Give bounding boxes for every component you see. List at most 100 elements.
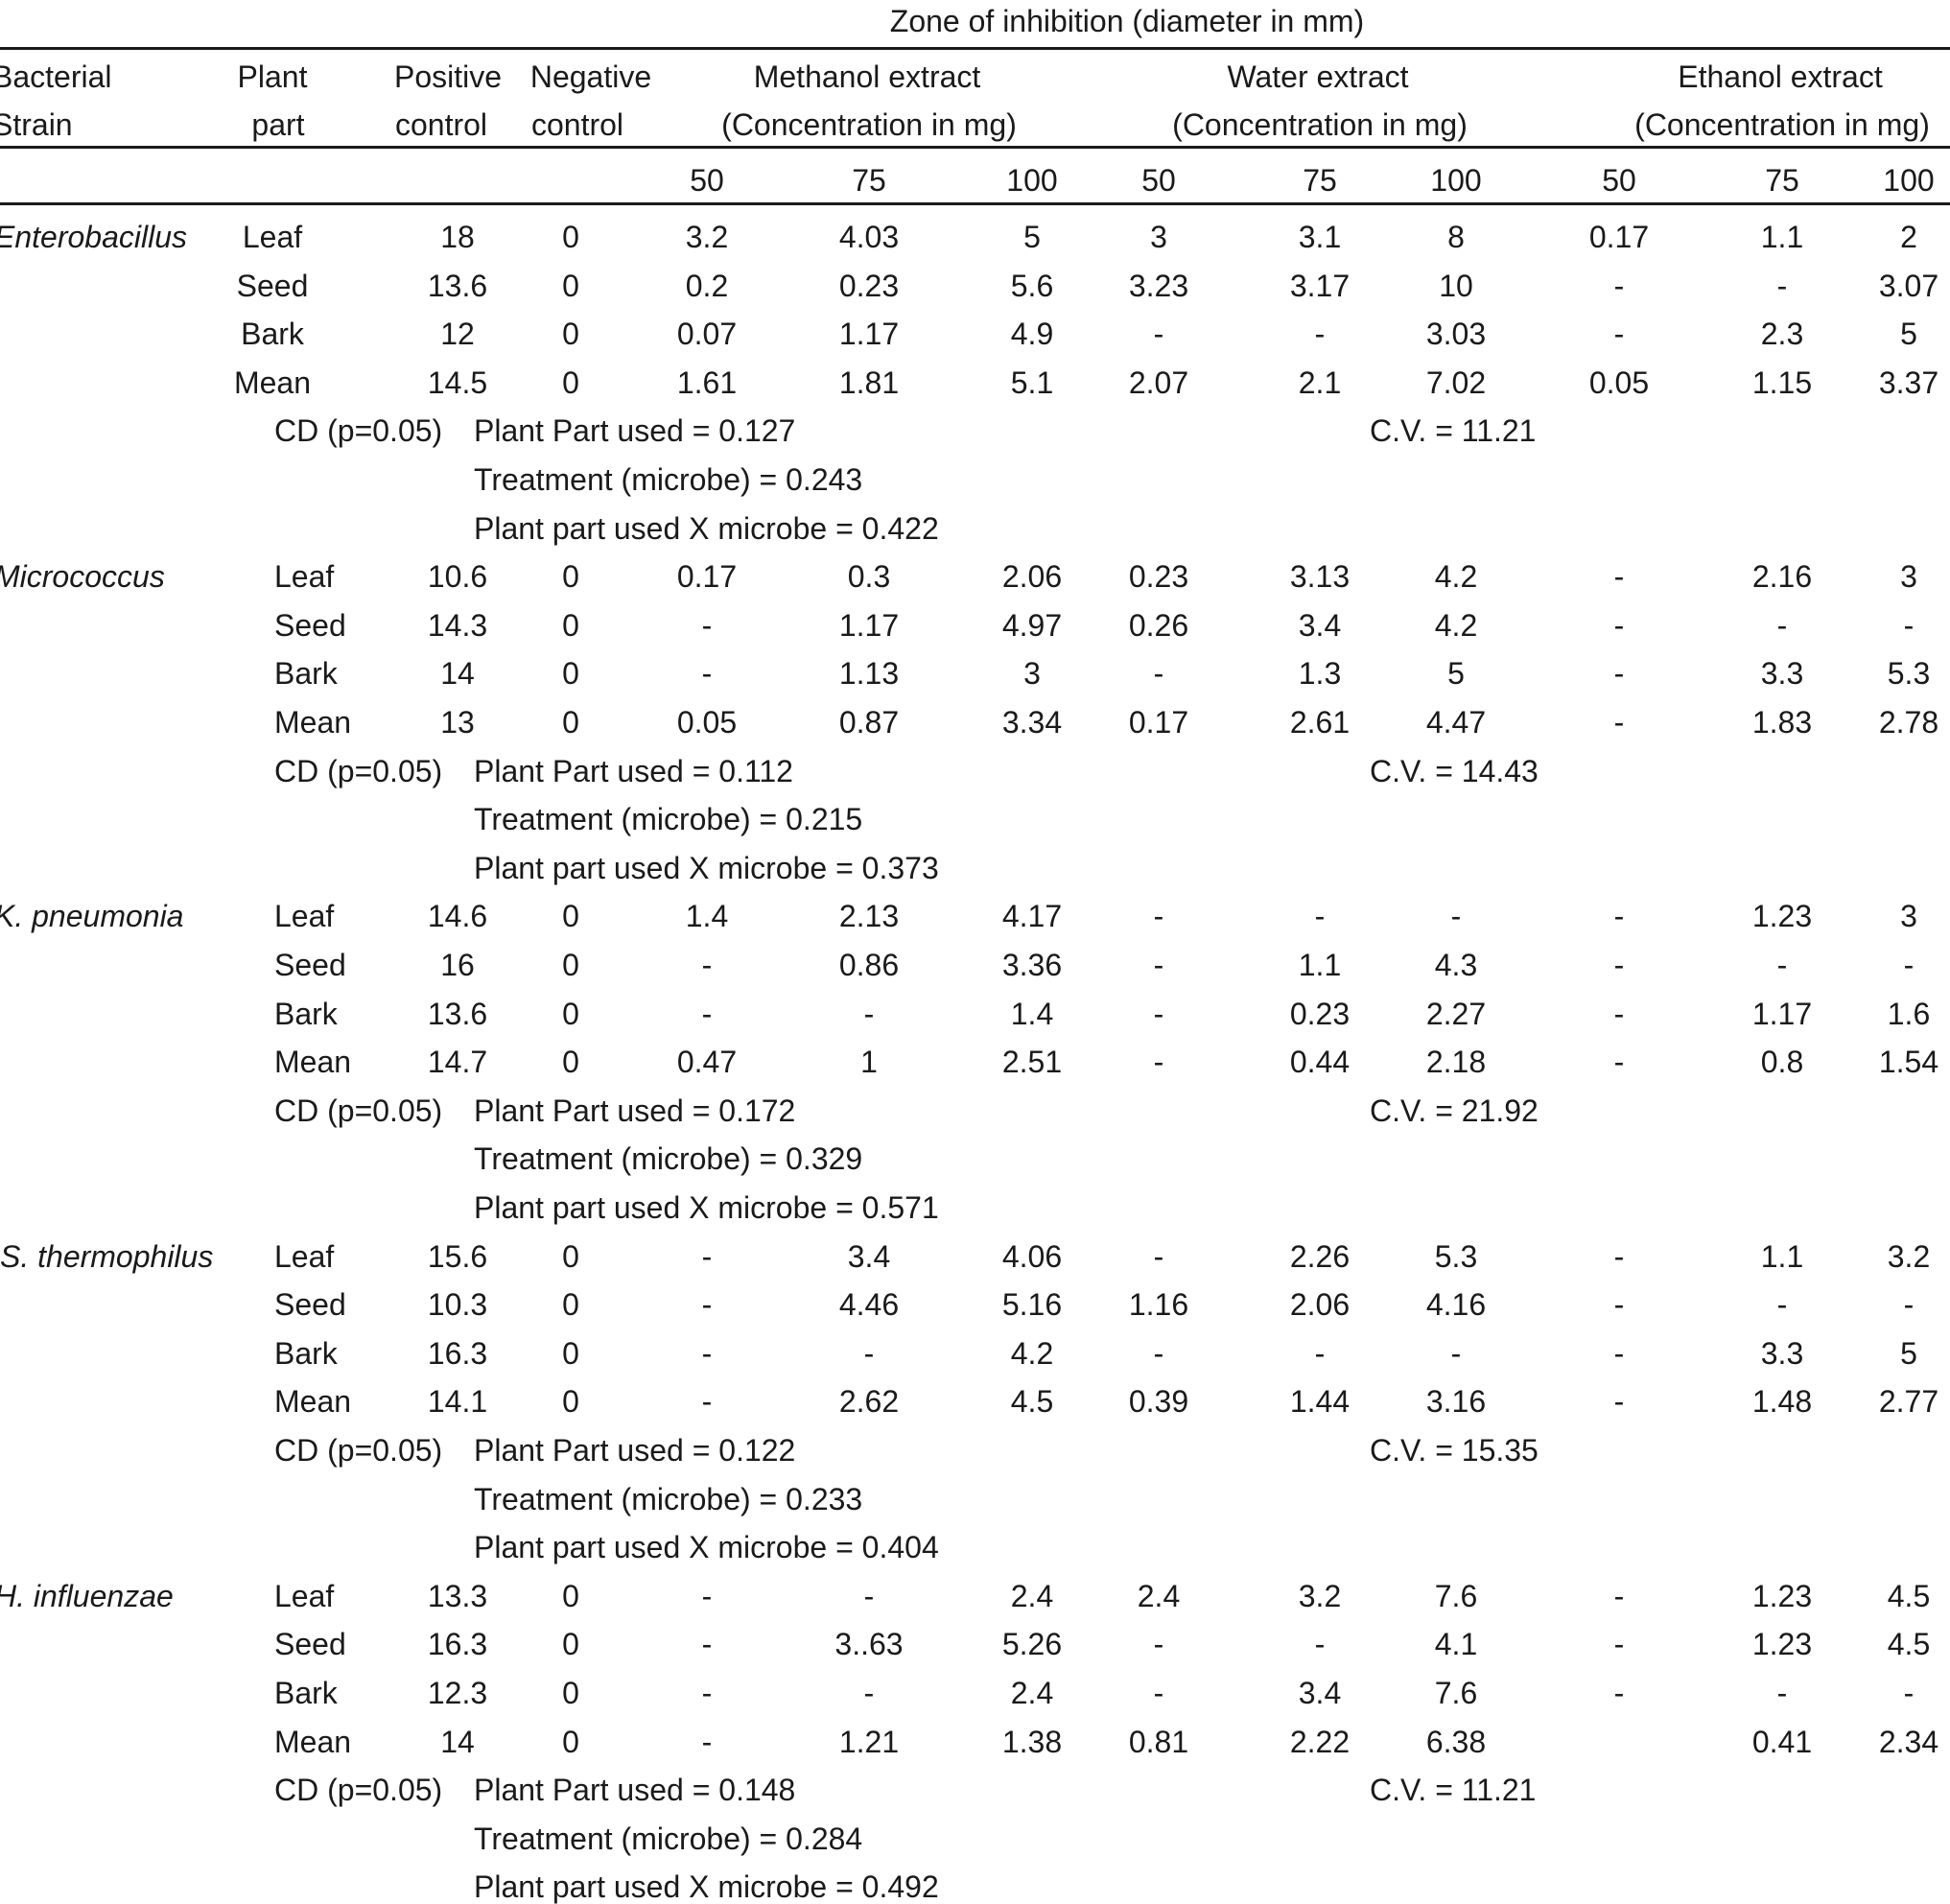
- value-cell: 8: [1447, 220, 1465, 254]
- value-cell: -: [701, 607, 713, 643]
- value-cell: 1.44: [1289, 1384, 1351, 1420]
- plant-part-cell: Leaf: [242, 220, 303, 254]
- value-cell: 14.3: [427, 607, 488, 643]
- value-cell: -: [701, 948, 713, 982]
- value-cell: 3: [1900, 559, 1917, 595]
- value-cell: 0.3: [847, 559, 891, 595]
- value-cell: 2.27: [1425, 996, 1487, 1031]
- header-bacterial-line1: Bacterial: [0, 59, 112, 94]
- stat-line: Plant part used X microbe = 0.571: [474, 1190, 939, 1225]
- value-cell: -: [701, 1335, 713, 1371]
- value-cell: 2.06: [1001, 559, 1063, 595]
- value-cell: 0: [562, 996, 579, 1031]
- value-cell: 5: [1447, 656, 1465, 692]
- value-cell: -: [1776, 948, 1788, 982]
- value-cell: 2.78: [1878, 705, 1939, 740]
- value-cell: -: [1776, 1287, 1788, 1323]
- concentration-header: 100: [1883, 163, 1935, 198]
- value-cell: 0.41: [1751, 1724, 1813, 1759]
- value-cell: 0: [562, 559, 579, 595]
- value-cell: -: [1153, 996, 1164, 1031]
- value-cell: -: [1613, 1578, 1625, 1613]
- value-cell: -: [701, 656, 713, 692]
- value-cell: -: [1613, 1238, 1625, 1274]
- value-cell: 3.36: [1001, 948, 1063, 982]
- value-cell: 2.4: [1010, 1676, 1054, 1710]
- value-cell: 2.62: [838, 1384, 900, 1420]
- value-cell: -: [1613, 1676, 1625, 1710]
- header-methanol-line1: Methanol extract: [753, 59, 981, 94]
- value-cell: 4.1: [1434, 1627, 1478, 1662]
- value-cell: 10: [1439, 268, 1473, 303]
- value-cell: 0: [562, 899, 579, 934]
- value-cell: 15.6: [427, 1238, 488, 1274]
- stat-line: Treatment (microbe) = 0.233: [474, 1481, 863, 1516]
- stat-line: Plant Part used = 0.148: [474, 1773, 796, 1808]
- value-cell: 12: [440, 317, 475, 352]
- header-ethanol-line1: Ethanol extract: [1678, 59, 1883, 94]
- value-cell: 0: [562, 317, 579, 352]
- value-cell: -: [1613, 559, 1625, 595]
- value-cell: 4.17: [1001, 899, 1063, 934]
- value-cell: -: [1613, 1335, 1625, 1371]
- value-cell: 0: [562, 364, 579, 400]
- value-cell: 2.4: [1137, 1578, 1181, 1613]
- value-cell: 4.47: [1425, 705, 1487, 740]
- plant-part-cell: Seed: [236, 268, 309, 303]
- stat-line: Treatment (microbe) = 0.329: [474, 1141, 863, 1177]
- stat-line: Plant part used X microbe = 0.422: [474, 510, 939, 546]
- value-cell: 3.4: [1298, 1676, 1342, 1710]
- value-cell: 4.9: [1010, 317, 1054, 352]
- value-cell: 14: [440, 1724, 475, 1759]
- strain-name: Micrococcus: [0, 559, 165, 595]
- value-cell: 3.13: [1289, 559, 1351, 595]
- header-water-line2: (Concentration in mg): [1172, 107, 1468, 142]
- cv-value: C.V. = 15.35: [1370, 1433, 1539, 1468]
- value-cell: 3.3: [1760, 1335, 1804, 1371]
- value-cell: 1.83: [1751, 705, 1813, 740]
- value-cell: 10.6: [427, 559, 488, 595]
- plant-part-cell: Mean: [233, 364, 312, 400]
- value-cell: 14.1: [427, 1384, 488, 1420]
- value-cell: 1.81: [838, 364, 900, 400]
- value-cell: 3.1: [1298, 220, 1342, 254]
- value-cell: 1.3: [1298, 656, 1342, 692]
- header-negative-line1: Negative: [529, 59, 652, 94]
- value-cell: 1.17: [1751, 996, 1813, 1031]
- value-cell: 1.23: [1751, 899, 1813, 934]
- value-cell: 13.3: [427, 1578, 488, 1613]
- header-plant-line1: Plant: [237, 59, 308, 94]
- value-cell: 0: [562, 1627, 579, 1662]
- value-cell: -: [1613, 317, 1625, 352]
- cd-label: CD (p=0.05): [274, 1433, 443, 1468]
- value-cell: 7.6: [1434, 1676, 1478, 1710]
- cd-label: CD (p=0.05): [274, 1773, 443, 1808]
- value-cell: 1.1: [1760, 1238, 1804, 1274]
- cd-label: CD (p=0.05): [274, 753, 443, 788]
- value-cell: 1.21: [838, 1724, 900, 1759]
- plant-part-cell: Seed: [274, 948, 346, 982]
- value-cell: 0: [562, 1238, 579, 1274]
- value-cell: 1.61: [676, 364, 738, 400]
- concentration-header: 75: [1765, 163, 1799, 198]
- value-cell: 0.26: [1128, 607, 1189, 643]
- value-cell: 0.05: [676, 705, 738, 740]
- stat-line: Plant part used X microbe = 0.373: [474, 850, 939, 885]
- value-cell: 1.1: [1760, 220, 1804, 254]
- value-cell: 1.23: [1751, 1578, 1813, 1613]
- value-cell: 2.61: [1289, 705, 1351, 740]
- value-cell: 5: [1900, 1335, 1917, 1371]
- value-cell: -: [863, 1676, 875, 1710]
- cv-value: C.V. = 14.43: [1370, 753, 1539, 788]
- header-rule: [0, 146, 1950, 149]
- value-cell: -: [1613, 1384, 1625, 1420]
- value-cell: -: [1314, 899, 1326, 934]
- value-cell: 0.86: [838, 948, 900, 982]
- value-cell: 4.2: [1010, 1335, 1054, 1371]
- value-cell: 13: [440, 705, 475, 740]
- value-cell: 4.46: [838, 1287, 900, 1323]
- value-cell: 0.44: [1289, 1045, 1351, 1080]
- plant-part-cell: Leaf: [274, 1578, 335, 1613]
- value-cell: 4.5: [1887, 1578, 1931, 1613]
- plant-part-cell: Bark: [274, 996, 338, 1031]
